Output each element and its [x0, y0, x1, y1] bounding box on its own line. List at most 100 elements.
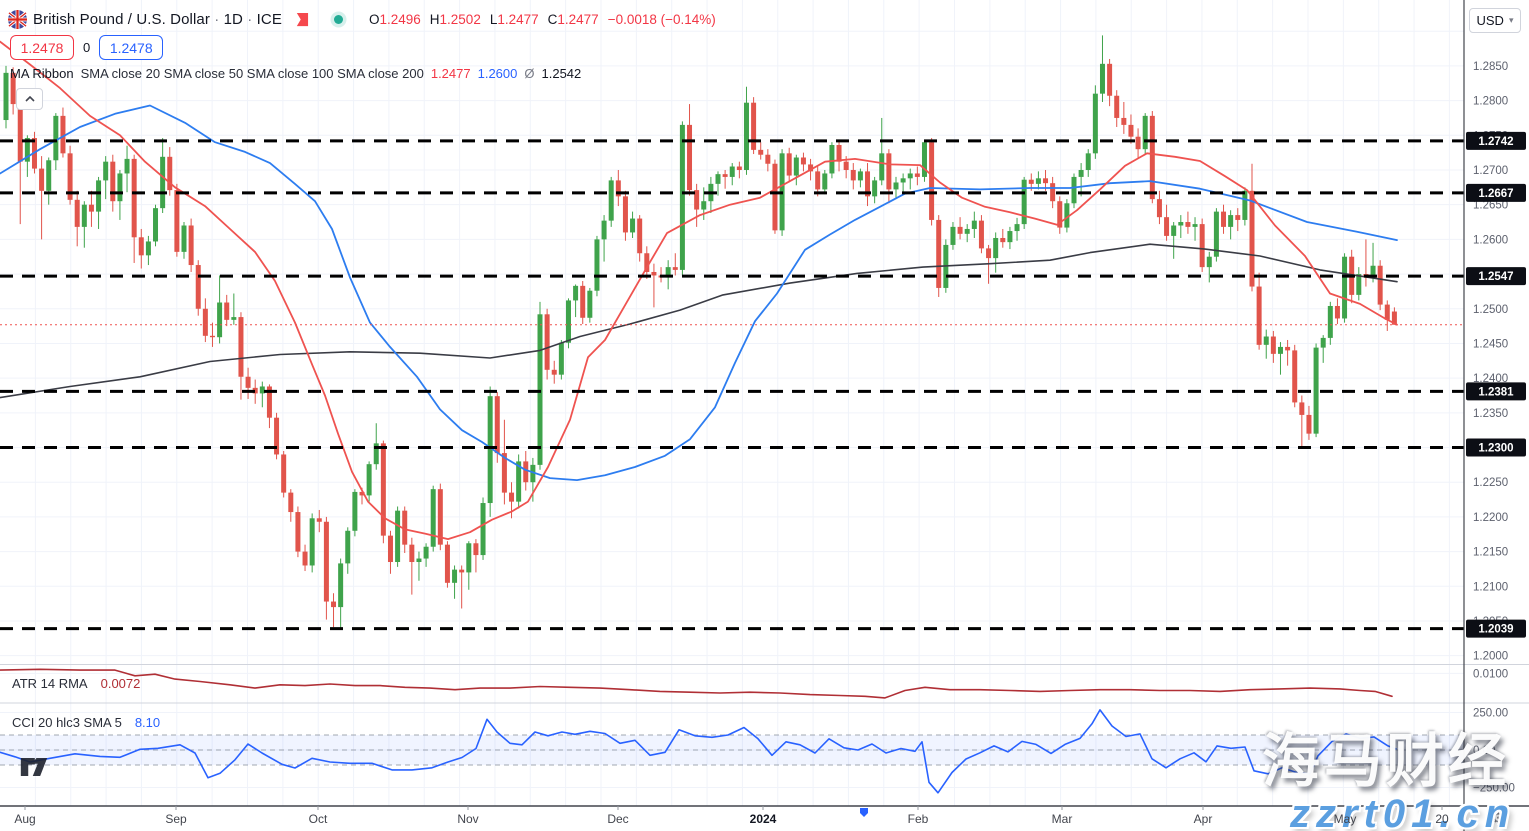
- candle-body: [1277, 346, 1283, 354]
- candle-body: [231, 317, 237, 320]
- candle-body: [1306, 414, 1312, 434]
- cci-value: 8.10: [134, 715, 161, 730]
- candle-body: [886, 153, 892, 190]
- candle-body: [302, 551, 308, 566]
- candle-body: [800, 157, 806, 165]
- candle-body: [1156, 199, 1162, 218]
- candle-body: [1064, 203, 1070, 228]
- price-level-tag: 1.2742: [1466, 131, 1526, 150]
- candle-body: [1285, 346, 1291, 351]
- time-axis-label[interactable]: Mar: [1051, 812, 1073, 826]
- candle-body: [957, 226, 963, 234]
- candle-body: [1370, 265, 1376, 278]
- settings-gear-icon[interactable]: ⚙: [1491, 810, 1505, 827]
- change-value: −0.0018 (−0.14%): [607, 11, 716, 27]
- candle-body: [17, 104, 23, 162]
- candle-body: [124, 158, 130, 174]
- candle-body: [644, 253, 650, 272]
- candle-body: [466, 543, 472, 573]
- price-axis-label: 1.2200: [1473, 512, 1508, 524]
- candle-body: [509, 492, 515, 502]
- time-axis-label[interactable]: Feb: [907, 812, 929, 826]
- svg-text:1.2547: 1.2547: [1478, 271, 1513, 283]
- atr-legend[interactable]: ATR 14 RMA 0.0072: [12, 676, 140, 691]
- candle-body: [900, 178, 906, 183]
- candle-body: [259, 386, 265, 394]
- candle-body: [615, 180, 621, 197]
- candle-body: [188, 225, 194, 266]
- time-axis-label[interactable]: Nov: [457, 812, 479, 826]
- sma20-line: [0, 40, 1398, 540]
- time-axis-label[interactable]: Oct: [308, 812, 328, 826]
- time-axis-label[interactable]: Sep: [165, 812, 187, 826]
- symbol-title[interactable]: British Pound / U.S. Dollar · 1D · ICE: [33, 10, 282, 28]
- time-axis-label[interactable]: 20: [1435, 812, 1449, 826]
- chevron-down-icon: ▾: [1508, 15, 1514, 25]
- candle-body: [1221, 211, 1227, 227]
- collapse-legend-button[interactable]: [16, 88, 43, 110]
- price-axis[interactable]: 1.28501.28001.27501.27001.26501.26001.25…: [1466, 61, 1526, 795]
- indicator-params: SMA close 20 SMA close 50 SMA close 100 …: [80, 66, 424, 81]
- candle-body: [1178, 222, 1184, 226]
- candle-body: [630, 218, 636, 233]
- time-axis-label[interactable]: May: [1333, 812, 1357, 826]
- candle-body: [131, 158, 137, 238]
- red-flag-icon[interactable]: [294, 12, 309, 27]
- candle-body: [793, 157, 799, 176]
- candle-body: [1391, 311, 1397, 325]
- candle-body: [494, 396, 500, 454]
- currency-selector[interactable]: USD ▾: [1469, 8, 1521, 33]
- candle-body: [224, 302, 230, 320]
- candle-body: [174, 190, 180, 252]
- timeaxis-event-marker[interactable]: [860, 808, 868, 817]
- candle-body: [1356, 274, 1362, 295]
- price-axis-label: 1.2450: [1473, 338, 1508, 350]
- sell-price-button[interactable]: 1.2478: [10, 35, 74, 60]
- candle-body: [701, 201, 707, 210]
- candle-body: [338, 563, 344, 608]
- cci-legend[interactable]: CCI 20 hlc3 SMA 5 8.10: [12, 715, 160, 730]
- candle-body: [487, 396, 493, 504]
- candle-body: [822, 173, 828, 190]
- candle-body: [96, 180, 102, 212]
- candle-body: [245, 376, 251, 388]
- candle-body: [765, 154, 771, 164]
- candle-body: [936, 219, 942, 288]
- svg-text:1.2742: 1.2742: [1478, 136, 1513, 148]
- cci-label: CCI 20 hlc3 SMA 5: [12, 715, 122, 730]
- candle-body: [523, 461, 529, 483]
- candle-body: [893, 182, 899, 190]
- candle-body: [565, 300, 571, 343]
- time-axis-label[interactable]: Aug: [14, 812, 36, 826]
- ohlc-values: O1.2496 H1.2502 L1.2477 C1.2477 −0.0018 …: [368, 11, 716, 27]
- candle-body: [1377, 265, 1383, 305]
- candle-body: [921, 142, 927, 177]
- candle-body: [1043, 178, 1049, 184]
- candle-body: [608, 180, 614, 221]
- symbol-header: British Pound / U.S. Dollar · 1D · ICE O…: [8, 7, 716, 31]
- price-axis-label: 1.2100: [1473, 581, 1508, 593]
- time-axis-label[interactable]: Apr: [1193, 812, 1213, 826]
- candle-body: [1299, 402, 1305, 415]
- candle-body: [160, 156, 166, 209]
- candle-body: [352, 491, 358, 531]
- support-resistance-lines[interactable]: [0, 139, 1464, 631]
- candle-body: [587, 290, 593, 318]
- ribbon-average-value: 1.2542: [541, 66, 582, 81]
- svg-text:1.2381: 1.2381: [1478, 386, 1514, 398]
- time-axis-label[interactable]: Dec: [607, 812, 629, 826]
- candle-body: [1342, 256, 1348, 319]
- buy-price-button[interactable]: 1.2478: [99, 35, 164, 60]
- candle-body: [1327, 305, 1333, 338]
- sma20-value: 1.2477: [430, 66, 471, 81]
- time-axis-label[interactable]: 2024: [749, 812, 777, 826]
- candle-body: [836, 145, 842, 162]
- candle-body: [1292, 350, 1298, 403]
- market-status-icon[interactable]: [331, 11, 347, 27]
- ma-ribbon-legend[interactable]: MA Ribbon SMA close 20 SMA close 50 SMA …: [10, 66, 582, 81]
- candle-body: [323, 521, 329, 602]
- tradingview-logo[interactable]: [20, 757, 48, 782]
- candle-body: [1050, 183, 1056, 202]
- candle-body: [1384, 304, 1390, 320]
